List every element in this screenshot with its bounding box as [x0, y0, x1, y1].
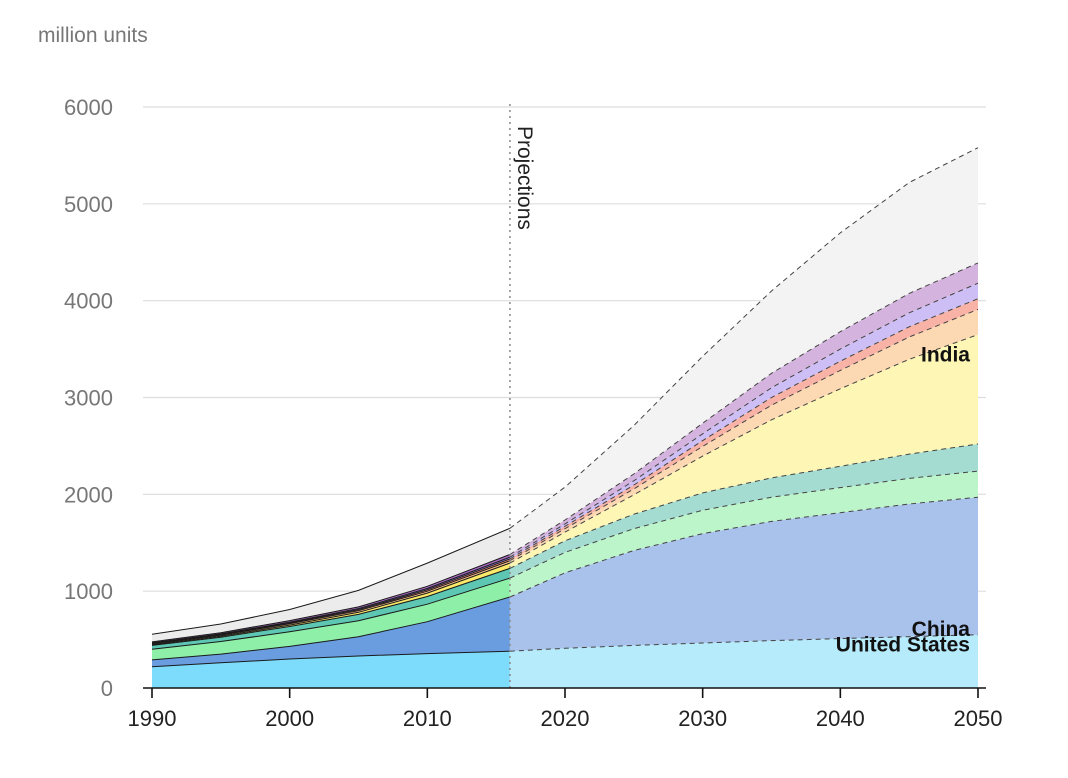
x-tick-label-2000: 2000: [265, 706, 314, 731]
area-layer: [152, 147, 978, 688]
boundary-actual-series-4: [151, 567, 511, 646]
x-tick-label-1990: 1990: [128, 706, 177, 731]
area-projection-united-states: [509, 634, 978, 688]
grid-layer: 0 1000 2000 3000 4000 5000 6000: [64, 95, 986, 701]
area-actual-united-states: [152, 651, 510, 688]
region-label-india: India: [921, 343, 970, 366]
region-label-layer: India China United States: [836, 343, 971, 656]
area-projection-series-6: [509, 309, 978, 564]
x-tick-label-2020: 2020: [541, 706, 590, 731]
x-tick-label-2010: 2010: [403, 706, 452, 731]
boundary-actual-series-3: [151, 577, 511, 650]
area-projection-series-9: [509, 262, 978, 558]
x-tick-label-2050: 2050: [954, 706, 1003, 731]
area-projection-series-4: [509, 444, 978, 579]
projection-label: Projections: [513, 126, 536, 230]
area-projection-series-3: [509, 471, 978, 597]
area-projection-china: [509, 497, 978, 652]
boundary-actual-series-6: [151, 560, 511, 645]
boundary-projection-series-4: [509, 443, 979, 569]
x-tick-label-2030: 2030: [678, 706, 727, 731]
boundary-projection-china: [509, 496, 979, 598]
y-tick-label-3000: 3000: [64, 386, 113, 411]
boundary-projection-series-10: [509, 147, 979, 529]
boundary-actual-china: [151, 596, 511, 661]
boundary-actual-series-10: [151, 527, 511, 635]
boundary-projection-series-3: [509, 470, 979, 579]
y-tick-label-5000: 5000: [64, 192, 113, 217]
boundary-actual-united-states: [151, 650, 510, 668]
area-projection-series-8: [509, 283, 978, 559]
boundary-actual-series-8: [151, 556, 511, 644]
area-projection-series-7: [509, 298, 978, 561]
region-label-united-states: United States: [836, 633, 970, 656]
area-projection-india: [509, 334, 978, 569]
boundary-actual-india: [151, 562, 511, 646]
area-actual-china: [152, 597, 510, 667]
boundary-projection-series-6: [509, 308, 979, 562]
area-projection-series-10: [509, 147, 978, 555]
axis-layer: 1990 2000 2010 2020 2030 2040 2050: [128, 687, 1003, 731]
area-actual-series-3: [152, 578, 510, 660]
y-axis-unit-label: million units: [38, 24, 148, 47]
boundary-line-layer: [151, 147, 979, 668]
boundary-projection-india: [509, 334, 979, 564]
x-tick-label-2040: 2040: [816, 706, 865, 731]
area-actual-series-10: [152, 528, 510, 642]
y-tick-label-4000: 4000: [64, 289, 113, 314]
y-tick-label-1000: 1000: [64, 579, 113, 604]
y-tick-label-6000: 6000: [64, 95, 113, 120]
y-tick-label-0: 0: [101, 676, 113, 701]
y-tick-label-2000: 2000: [64, 482, 113, 507]
boundary-actual-series-7: [151, 558, 511, 644]
boundary-projection-series-8: [509, 282, 979, 558]
region-label-china: China: [912, 618, 971, 641]
boundary-projection-united-states: [509, 634, 979, 652]
boundary-actual-series-9: [151, 554, 511, 643]
